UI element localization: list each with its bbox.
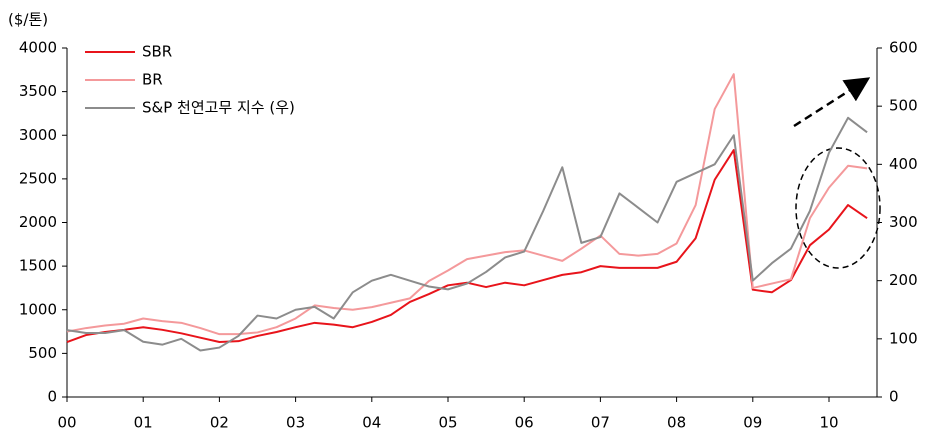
y2-tick-label: 600 xyxy=(889,39,918,57)
legend-label: S&P 천연고무 지수 (우) xyxy=(142,99,295,117)
y-tick-label: 2500 xyxy=(19,169,57,187)
legend-label: BR xyxy=(142,71,163,89)
y-tick-label: 1500 xyxy=(19,257,57,275)
y2-tick-label: 400 xyxy=(889,155,918,173)
y-tick-label: 3500 xyxy=(19,82,57,100)
y-axis-label: ($/톤) xyxy=(8,11,48,29)
series-line xyxy=(66,149,868,344)
x-tick-label: 04 xyxy=(362,414,381,432)
y2-tick-label: 100 xyxy=(889,329,918,347)
highlight-ellipse xyxy=(795,147,881,269)
series-line xyxy=(66,73,868,336)
x-tick-label: 03 xyxy=(286,414,305,432)
y-tick-label: 1000 xyxy=(19,300,57,318)
y2-tick-label: 0 xyxy=(889,388,899,406)
y-tick-label: 3000 xyxy=(19,126,57,144)
y-tick-label: 4000 xyxy=(19,39,57,57)
x-tick-label: 05 xyxy=(438,414,457,432)
x-tick-label: 07 xyxy=(591,414,610,432)
x-tick-label: 00 xyxy=(57,414,76,432)
trend-arrow xyxy=(793,77,871,128)
y-tick-label: 500 xyxy=(28,344,57,362)
x-tick-label: 06 xyxy=(515,414,534,432)
y-tick-label: 2000 xyxy=(19,213,57,231)
x-tick-label: 01 xyxy=(134,414,153,432)
x-tick-label: 10 xyxy=(819,414,838,432)
x-tick-label: 09 xyxy=(743,414,762,432)
y2-tick-label: 300 xyxy=(889,213,918,231)
series-line xyxy=(66,116,868,352)
y2-tick-label: 500 xyxy=(889,97,918,115)
x-tick-label: 02 xyxy=(210,414,229,432)
y2-tick-label: 200 xyxy=(889,271,918,289)
legend-label: SBR xyxy=(142,43,172,61)
y-tick-label: 0 xyxy=(47,388,57,406)
x-tick-label: 08 xyxy=(667,414,686,432)
